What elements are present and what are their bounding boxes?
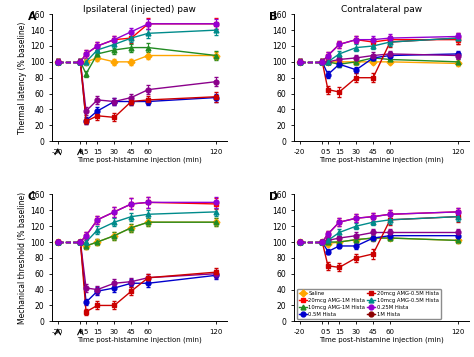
X-axis label: Time post-histamine injection (min): Time post-histamine injection (min) xyxy=(319,156,444,163)
Title: Contralateral paw: Contralateral paw xyxy=(341,5,422,14)
X-axis label: Time post-histamine injection (min): Time post-histamine injection (min) xyxy=(77,156,202,163)
Y-axis label: Thermal latency (% baseline): Thermal latency (% baseline) xyxy=(18,21,27,134)
Text: D: D xyxy=(269,192,279,202)
Title: Ipsilateral (injected) paw: Ipsilateral (injected) paw xyxy=(83,5,196,14)
Y-axis label: Mechanical threshold (% baseline): Mechanical threshold (% baseline) xyxy=(18,192,27,324)
X-axis label: Time post-histamine injection (min): Time post-histamine injection (min) xyxy=(319,336,444,343)
Text: A: A xyxy=(27,12,36,22)
Text: B: B xyxy=(269,12,278,22)
Text: C: C xyxy=(27,192,36,202)
X-axis label: Time post-histamine injection (min): Time post-histamine injection (min) xyxy=(77,336,202,343)
Legend: Saline, 20mcg AMG-1M Hista, 10mcg AMG-1M Hista, 0.5M Hista, 20mcg AMG-0.5M Hista: Saline, 20mcg AMG-1M Hista, 10mcg AMG-1M… xyxy=(297,289,441,319)
